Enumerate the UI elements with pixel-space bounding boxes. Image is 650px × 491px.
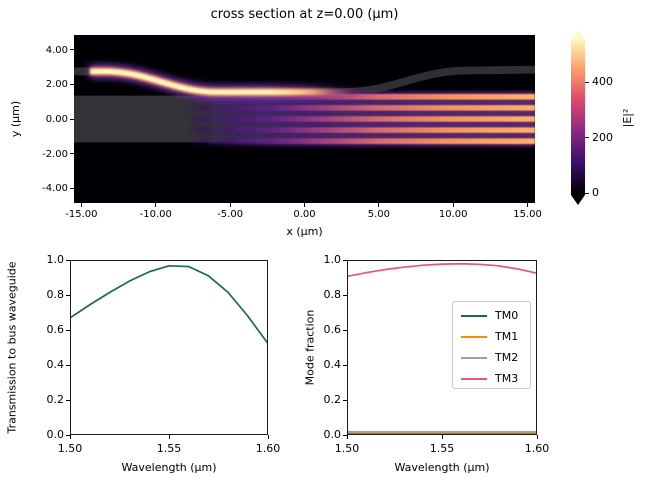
- tick-mark: [585, 192, 589, 194]
- tick-mark: [70, 187, 74, 189]
- tick-mark: [452, 203, 454, 207]
- tick-label: 10.00: [438, 209, 468, 220]
- tick-label: 1.60: [524, 442, 550, 455]
- tick-label: 0.4: [46, 358, 65, 371]
- tick-mark: [155, 203, 157, 207]
- tick-mark: [343, 259, 347, 261]
- line-plot: [70, 265, 268, 344]
- tick-label: 1.50: [334, 442, 360, 455]
- tick-mark: [536, 435, 538, 439]
- legend-label: TM2: [495, 351, 519, 364]
- transmission-xlabel: Wavelength (μm): [121, 461, 217, 474]
- tick-label: -5.00: [217, 209, 244, 220]
- legend-line-sample: [461, 377, 487, 380]
- tick-mark: [267, 435, 269, 439]
- tick-label: 0.4: [323, 358, 342, 371]
- tick-mark: [585, 81, 589, 83]
- tick-label: 1.0: [323, 253, 342, 266]
- tick-label: 0.6: [46, 323, 65, 336]
- mode-fraction-ylabel: Mode fraction: [303, 309, 317, 386]
- legend-entry-TM0: TM0: [453, 305, 530, 326]
- tick-mark: [70, 118, 74, 120]
- heatmap-xlabel: x (μm): [286, 225, 323, 238]
- multimode-lobes: [185, 91, 535, 147]
- tick-mark: [66, 259, 70, 261]
- field-intensity-image: [74, 35, 535, 203]
- legend-entry-TM3: TM3: [453, 368, 530, 389]
- colorbar: [571, 30, 585, 205]
- tick-label: 0.8: [46, 288, 65, 301]
- mode-legend: TM0 TM1 TM2 TM3: [452, 301, 531, 389]
- tick-label: 0.2: [46, 393, 65, 406]
- mode-fraction-xlabel: Wavelength (μm): [394, 461, 490, 474]
- tick-label: 0.0: [323, 428, 342, 441]
- tick-mark: [304, 203, 305, 207]
- tick-mark: [343, 364, 347, 366]
- colorbar-label: |E|²: [621, 108, 634, 128]
- tick-label: 4.00: [45, 44, 68, 56]
- tick-label: 0.0: [46, 428, 65, 441]
- tick-label: -15.00: [65, 209, 98, 220]
- tick-mark: [70, 83, 74, 85]
- tick-label: -4.00: [42, 183, 68, 195]
- tick-label: 200: [592, 130, 613, 144]
- tick-label: 5.00: [367, 209, 390, 220]
- legend-label: TM3: [495, 372, 519, 385]
- tick-mark: [527, 203, 529, 207]
- tick-label: -10.00: [139, 209, 172, 220]
- tick-mark: [346, 435, 348, 439]
- tick-label: 1.55: [429, 442, 455, 455]
- tick-label: 1.0: [46, 253, 65, 266]
- transmission-axes: [70, 260, 268, 435]
- legend-label: TM0: [495, 309, 519, 322]
- tick-mark: [441, 435, 443, 439]
- tick-mark: [66, 399, 70, 401]
- tick-label: 1.50: [57, 442, 83, 455]
- series-TM3: [347, 262, 537, 278]
- legend-entry-TM1: TM1: [453, 326, 530, 347]
- tick-mark: [343, 399, 347, 401]
- legend-line-sample: [461, 356, 487, 359]
- legend-label: TM1: [495, 330, 519, 343]
- tick-mark: [343, 329, 347, 331]
- bus-field: [74, 61, 535, 100]
- tick-mark: [80, 203, 82, 207]
- heatmap-axes: [74, 35, 535, 203]
- tick-mark: [70, 153, 74, 155]
- tick-label: 0.6: [323, 323, 342, 336]
- tick-label: 400: [592, 75, 613, 88]
- series-transmission: [70, 265, 268, 344]
- tick-label: 0.8: [323, 288, 342, 301]
- tick-label: 0.00: [293, 209, 316, 220]
- mode-fraction-axes: [347, 260, 537, 435]
- tick-label: 2.00: [45, 79, 68, 91]
- line-plot: [347, 262, 537, 435]
- tick-label: 0.00: [45, 114, 68, 125]
- tick-label: 0: [592, 186, 599, 199]
- tick-mark: [66, 329, 70, 331]
- tick-label: 0.2: [323, 393, 342, 406]
- tick-mark: [168, 435, 170, 439]
- legend-line-sample: [461, 314, 487, 317]
- tick-label: 1.60: [255, 442, 281, 455]
- tick-mark: [69, 435, 71, 439]
- tick-label: -2.00: [42, 148, 68, 160]
- tick-mark: [343, 294, 347, 296]
- tick-mark: [66, 364, 70, 366]
- tick-label: 15.00: [513, 209, 542, 220]
- legend-entry-TM2: TM2: [453, 347, 530, 368]
- transmission-ylabel: Transmission to bus waveguide: [5, 261, 19, 434]
- legend-line-sample: [461, 335, 487, 338]
- tick-mark: [70, 49, 74, 51]
- tick-mark: [378, 203, 380, 207]
- tick-label: 1.55: [156, 442, 182, 455]
- tick-mark: [229, 203, 231, 207]
- heatmap-title: cross section at z=0.00 (μm): [210, 7, 399, 22]
- tick-mark: [343, 434, 347, 436]
- tick-mark: [585, 137, 589, 138]
- tick-mark: [66, 434, 70, 436]
- tick-mark: [66, 294, 70, 296]
